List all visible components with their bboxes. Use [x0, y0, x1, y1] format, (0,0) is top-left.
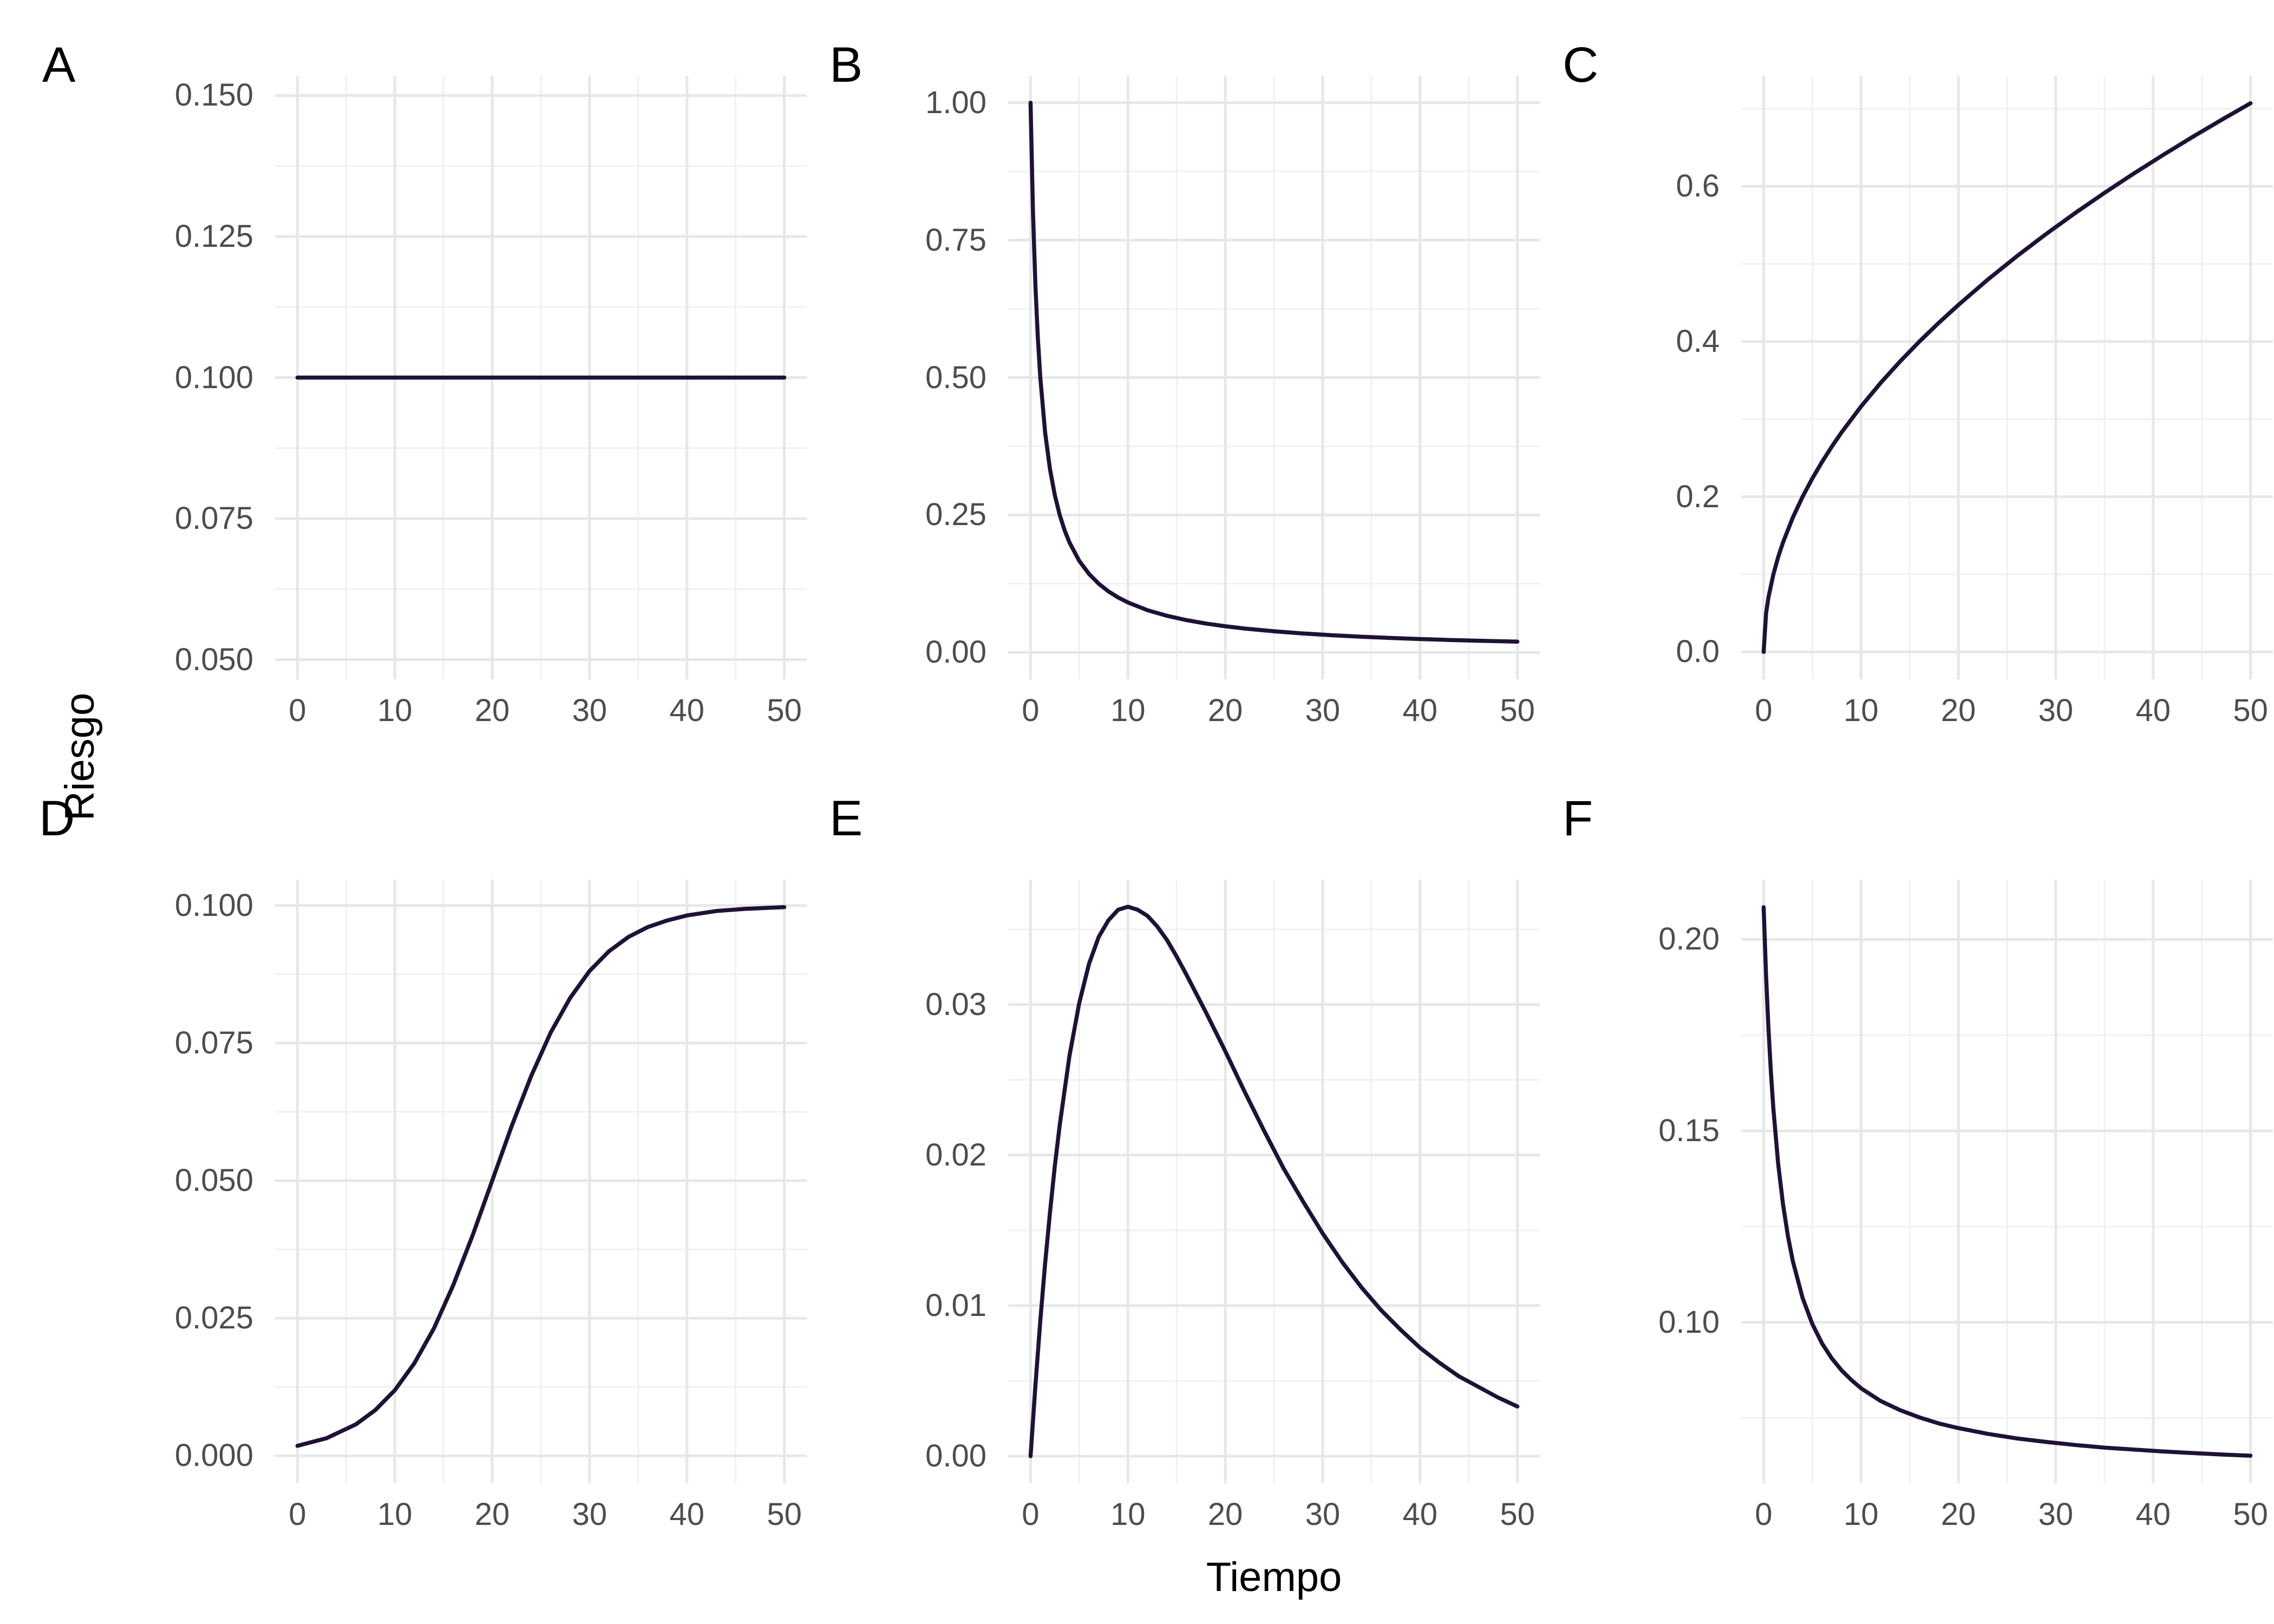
x-tick-label: 20	[474, 1497, 510, 1532]
x-tick-label: 0	[1755, 693, 1773, 728]
x-tick-label: 40	[669, 1497, 705, 1532]
panel-a-label: A	[42, 37, 76, 93]
x-tick-label: 10	[1110, 1497, 1146, 1532]
y-tick-label: 0.025	[174, 1300, 253, 1336]
y-tick-label: 0.075	[174, 501, 253, 536]
x-tick-label: 0	[289, 693, 306, 728]
y-tick-label: 0.050	[174, 641, 253, 677]
y-tick-label: 0.2	[1676, 479, 1720, 514]
x-tick-label: 20	[1207, 693, 1243, 728]
panel-e-label: E	[829, 791, 863, 846]
panel-c-plot	[1741, 76, 2273, 679]
x-tick-label: 20	[1940, 693, 1976, 728]
x-tick-label: 50	[767, 1497, 802, 1532]
panel-e-plot	[1008, 880, 1540, 1483]
hazard-curve	[1761, 905, 2253, 1458]
y-tick-label: 0.10	[1658, 1304, 1720, 1340]
y-tick-label: 0.0	[1676, 634, 1720, 670]
hazard-curve	[295, 905, 787, 1448]
y-tick-label: 0.075	[174, 1025, 253, 1060]
x-tick-label: 30	[572, 1497, 607, 1532]
x-tick-label: 10	[1843, 693, 1879, 728]
panel-d-label: D	[39, 791, 75, 846]
x-tick-label: 40	[669, 693, 705, 728]
hazard-curve	[1028, 101, 1520, 644]
y-tick-label: 0.25	[925, 497, 986, 533]
y-tick-label: 0.02	[925, 1137, 986, 1173]
panel-a-plot	[275, 76, 807, 679]
panel-c-label: C	[1563, 37, 1599, 93]
x-tick-label: 0	[1022, 693, 1040, 728]
y-tick-label: 0.000	[174, 1438, 253, 1474]
x-tick-label: 50	[767, 693, 802, 728]
x-axis-title: Tiempo	[1206, 1554, 1342, 1600]
x-tick-label: 20	[474, 693, 510, 728]
x-tick-label: 0	[289, 1497, 306, 1532]
x-tick-label: 10	[1843, 1497, 1879, 1532]
x-tick-label: 10	[1110, 693, 1146, 728]
y-tick-label: 0.125	[174, 218, 253, 254]
y-tick-label: 0.20	[1658, 921, 1720, 957]
x-tick-label: 20	[1940, 1497, 1976, 1532]
y-tick-label: 0.15	[1658, 1113, 1720, 1149]
y-tick-label: 0.00	[925, 1438, 986, 1474]
hazard-curve	[1028, 905, 1520, 1458]
y-tick-label: 0.01	[925, 1287, 986, 1323]
y-tick-label: 0.00	[925, 634, 986, 670]
panel-b-plot	[1008, 76, 1540, 679]
x-tick-label: 40	[1402, 1497, 1438, 1532]
x-tick-label: 0	[1022, 1497, 1040, 1532]
y-tick-label: 0.50	[925, 359, 986, 395]
x-tick-label: 20	[1207, 1497, 1243, 1532]
x-tick-label: 50	[1500, 1497, 1535, 1532]
x-tick-label: 30	[2038, 1497, 2074, 1532]
x-tick-label: 50	[2233, 1497, 2268, 1532]
hazard-curve	[1761, 101, 2253, 654]
x-tick-label: 40	[2135, 1497, 2171, 1532]
x-tick-label: 30	[2038, 693, 2074, 728]
x-tick-label: 0	[1755, 1497, 1773, 1532]
y-tick-label: 0.6	[1676, 168, 1720, 204]
y-tick-label: 0.03	[925, 986, 986, 1022]
x-tick-label: 50	[2233, 693, 2268, 728]
y-tick-label: 1.00	[925, 84, 986, 120]
x-tick-label: 40	[2135, 693, 2171, 728]
panel-f-plot	[1741, 880, 2273, 1483]
y-tick-label: 0.100	[174, 887, 253, 923]
x-tick-label: 30	[572, 693, 607, 728]
y-tick-label: 0.150	[174, 77, 253, 113]
y-tick-label: 0.75	[925, 222, 986, 258]
x-tick-label: 30	[1305, 693, 1341, 728]
panel-b-label: B	[829, 37, 863, 93]
panel-d-plot	[275, 880, 807, 1483]
y-tick-label: 0.100	[174, 359, 253, 395]
x-tick-label: 50	[1500, 693, 1535, 728]
y-tick-label: 0.050	[174, 1162, 253, 1198]
x-tick-label: 40	[1402, 693, 1438, 728]
x-tick-label: 30	[1305, 1497, 1341, 1532]
y-tick-label: 0.4	[1676, 323, 1720, 359]
panel-f-label: F	[1563, 791, 1593, 846]
x-tick-label: 10	[377, 1497, 413, 1532]
x-tick-label: 10	[377, 693, 413, 728]
